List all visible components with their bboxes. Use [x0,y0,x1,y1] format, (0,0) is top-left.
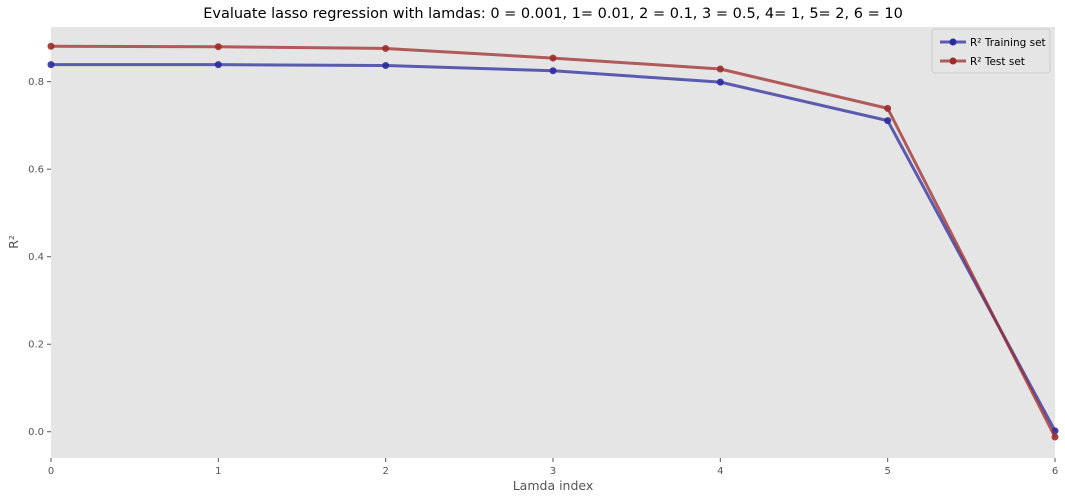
data-point [884,117,892,125]
legend-marker-training [949,38,957,46]
x-tick-label: 0 [48,466,54,477]
x-axis-label: Lamda index [513,478,594,493]
data-point [47,61,55,69]
data-point [214,43,222,51]
data-point [214,61,222,69]
x-tick-label: 1 [215,466,221,477]
x-tick-label: 6 [1052,466,1058,477]
series-layer [47,42,1059,441]
data-point [549,67,557,75]
data-point [1051,433,1059,441]
data-point [716,78,724,86]
ticks-layer: 0 1 2 3 4 5 6 0.0 0.2 0.4 0.6 0.8 [28,77,1058,477]
y-tick-label: 0.4 [28,252,44,263]
x-tick-label: 5 [884,466,890,477]
chart-title: Evaluate lasso regression with lamdas: 0… [203,6,903,22]
legend-label-test: R² Test set [970,56,1025,68]
legend-label-training: R² Training set [970,37,1046,49]
x-tick-label: 4 [717,466,723,477]
data-point [884,104,892,112]
data-point [716,65,724,73]
data-point [549,54,557,62]
y-tick-label: 0.0 [28,427,44,438]
plot-background [51,27,1055,458]
legend: R² Training set R² Test set [931,28,1051,74]
data-point [382,44,390,52]
y-tick-label: 0.6 [28,165,44,176]
legend-marker-test [949,57,957,65]
data-point [382,62,390,70]
y-tick-label: 0.2 [28,340,44,351]
y-axis-label: R² [6,235,21,249]
data-point [47,42,55,50]
x-tick-label: 2 [382,466,388,477]
x-tick-label: 3 [550,466,556,477]
y-tick-label: 0.8 [28,77,44,88]
